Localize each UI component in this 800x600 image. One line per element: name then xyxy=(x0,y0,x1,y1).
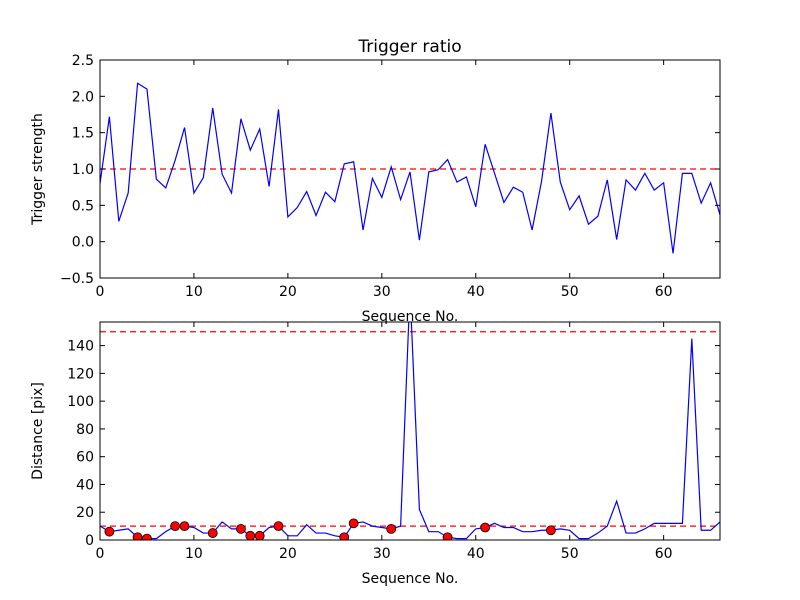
marker-point xyxy=(170,521,181,532)
marker-point xyxy=(386,523,397,534)
series-line-0 xyxy=(100,82,720,254)
marker-point xyxy=(245,530,256,540)
x-tick-label: 30 xyxy=(373,284,391,300)
x-axis-label: Sequence No. xyxy=(362,571,459,587)
marker-point xyxy=(142,533,152,540)
axes-frame xyxy=(99,321,721,541)
marker-point xyxy=(132,532,143,540)
y-tick-label: 2.0 xyxy=(72,89,94,105)
y-tick-label: 0.0 xyxy=(72,235,94,251)
x-tick-label: 0 xyxy=(96,546,105,562)
y-tick-label: 100 xyxy=(67,394,94,410)
y-tick-label: 140 xyxy=(67,339,94,355)
chart-title: Trigger ratio xyxy=(357,37,461,57)
x-tick-label: 20 xyxy=(279,284,297,300)
x-tick-label: 10 xyxy=(185,284,203,300)
y-tick-label: 120 xyxy=(67,366,94,382)
y-tick-label: −0.5 xyxy=(60,271,94,287)
x-axis-label: Sequence No. xyxy=(362,309,459,325)
series-line-0 xyxy=(100,322,720,540)
x-tick-label: 60 xyxy=(655,284,673,300)
x-tick-label: 50 xyxy=(561,284,579,300)
marker-point xyxy=(179,521,190,532)
marker-point xyxy=(207,528,218,538)
distance-plot: 0 10 20 30 40 50 60 0 20 40 60 80 100 120 140 Sequence … xyxy=(30,321,721,587)
y-tick-label: 40 xyxy=(76,477,94,493)
y-tick-label: 60 xyxy=(76,450,94,466)
y-tick-label: 80 xyxy=(76,422,94,438)
x-tick-label: 20 xyxy=(279,546,297,562)
marker-point xyxy=(339,532,350,540)
x-tick-label: 30 xyxy=(373,546,391,562)
y-tick-label: 20 xyxy=(76,505,94,521)
y-tick-label: 1.5 xyxy=(72,126,94,142)
marker-point xyxy=(254,530,265,540)
marker-point xyxy=(546,525,556,536)
x-tick-label: 0 xyxy=(96,284,105,300)
x-tick-label: 10 xyxy=(185,546,203,562)
y-tick-label: 0 xyxy=(85,533,94,549)
y-axis-label: Distance [pix] xyxy=(30,382,46,480)
marker-point xyxy=(104,526,115,537)
x-tick-label: 50 xyxy=(561,546,579,562)
y-axis-label: Trigger strength xyxy=(30,113,46,226)
x-tick-label: 60 xyxy=(655,546,673,562)
marker-point xyxy=(273,521,284,532)
x-tick-label: 40 xyxy=(467,284,485,300)
x-tick-label: 40 xyxy=(467,546,485,562)
marker-point xyxy=(480,522,491,533)
y-tick-label: 1.0 xyxy=(72,162,94,178)
marker-point xyxy=(348,518,359,529)
trigger-ratio-plot: 0 10 20 30 40 50 60 −0.5 0.0 0.5 1.0 1.5 2.0 2.5 Seque… xyxy=(30,53,721,325)
marker-point xyxy=(236,523,246,534)
marker-point xyxy=(442,532,453,540)
y-tick-label: 2.5 xyxy=(72,53,94,69)
y-tick-label: 0.5 xyxy=(72,198,94,214)
